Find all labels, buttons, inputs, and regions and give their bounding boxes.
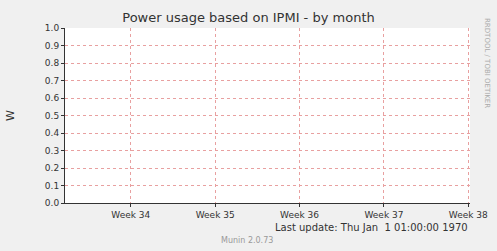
svg-text:Power usage based on IPMI - by: Power usage based on IPMI - by month [122, 10, 374, 25]
svg-text:Week 36: Week 36 [280, 210, 319, 220]
svg-text:Munin 2.0.73: Munin 2.0.73 [221, 236, 273, 245]
svg-text:0.4: 0.4 [45, 128, 60, 138]
svg-text:0.0: 0.0 [45, 198, 60, 208]
svg-text:Week 37: Week 37 [364, 210, 403, 220]
svg-text:Last update: Thu Jan 1 01:00:: Last update: Thu Jan 1 01:00:00 1970 [275, 222, 468, 233]
svg-text:0.2: 0.2 [45, 163, 59, 173]
svg-text:0.9: 0.9 [45, 41, 60, 51]
svg-text:0.7: 0.7 [45, 76, 59, 86]
svg-text:1.0: 1.0 [45, 23, 60, 33]
svg-text:Week 38: Week 38 [449, 210, 488, 220]
svg-text:0.5: 0.5 [45, 111, 59, 121]
svg-text:RRDTOOL / TOBI OETIKER: RRDTOOL / TOBI OETIKER [483, 18, 491, 108]
svg-text:0.6: 0.6 [45, 93, 60, 103]
svg-text:Week 35: Week 35 [196, 210, 235, 220]
svg-text:0.3: 0.3 [45, 146, 59, 156]
svg-text:0.8: 0.8 [45, 58, 60, 68]
svg-text:0.1: 0.1 [45, 181, 59, 191]
svg-text:W: W [4, 110, 17, 121]
svg-text:Week 34: Week 34 [111, 210, 150, 220]
